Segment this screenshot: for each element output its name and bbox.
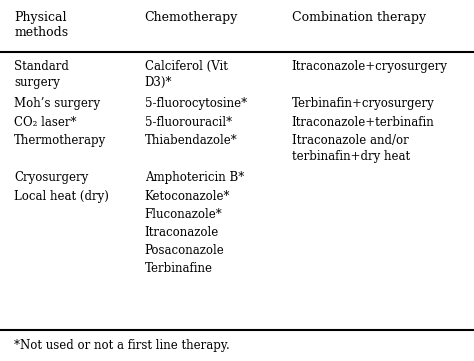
Text: Itraconazole+terbinafin: Itraconazole+terbinafin bbox=[292, 116, 434, 129]
Text: Amphotericin B*: Amphotericin B* bbox=[145, 171, 244, 184]
Text: *Not used or not a first line therapy.: *Not used or not a first line therapy. bbox=[14, 339, 230, 352]
Text: Calciferol (Vit
D3)*: Calciferol (Vit D3)* bbox=[145, 60, 228, 89]
Text: Itraconazole and/or
terbinafin+dry heat: Itraconazole and/or terbinafin+dry heat bbox=[292, 134, 410, 163]
Text: Local heat (dry): Local heat (dry) bbox=[14, 190, 109, 203]
Text: 5-fluorocytosine*: 5-fluorocytosine* bbox=[145, 97, 246, 110]
Text: Posaconazole: Posaconazole bbox=[145, 244, 224, 257]
Text: Combination therapy: Combination therapy bbox=[292, 11, 426, 24]
Text: Chemotherapy: Chemotherapy bbox=[145, 11, 238, 24]
Text: Physical
methods: Physical methods bbox=[14, 11, 68, 39]
Text: Moh’s surgery: Moh’s surgery bbox=[14, 97, 100, 110]
Text: Thermotherapy: Thermotherapy bbox=[14, 134, 107, 147]
Text: Terbinafin+cryosurgery: Terbinafin+cryosurgery bbox=[292, 97, 434, 110]
Text: Standard
surgery: Standard surgery bbox=[14, 60, 69, 89]
Text: Cryosurgery: Cryosurgery bbox=[14, 171, 89, 184]
Text: Ketoconazole*: Ketoconazole* bbox=[145, 190, 230, 203]
Text: Thiabendazole*: Thiabendazole* bbox=[145, 134, 237, 147]
Text: 5-fluorouracil*: 5-fluorouracil* bbox=[145, 116, 232, 129]
Text: Itraconazole+cryosurgery: Itraconazole+cryosurgery bbox=[292, 60, 447, 73]
Text: Itraconazole: Itraconazole bbox=[145, 226, 219, 239]
Text: Fluconazole*: Fluconazole* bbox=[145, 208, 222, 221]
Text: Terbinafine: Terbinafine bbox=[145, 262, 212, 275]
Text: CO₂ laser*: CO₂ laser* bbox=[14, 116, 77, 129]
